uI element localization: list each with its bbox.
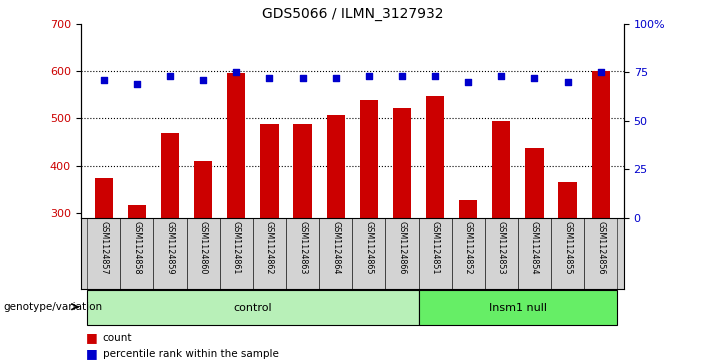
Text: GSM1124865: GSM1124865 [365, 221, 374, 274]
Point [562, 79, 573, 85]
Bar [386, 218, 418, 289]
Bar [186, 218, 219, 289]
Text: GSM1124853: GSM1124853 [497, 221, 506, 274]
Bar [584, 218, 618, 289]
Point [330, 75, 341, 81]
Bar [87, 218, 121, 289]
Text: GSM1124863: GSM1124863 [298, 221, 307, 274]
Text: GSM1124852: GSM1124852 [463, 221, 472, 274]
Bar [121, 218, 154, 289]
Bar [286, 218, 319, 289]
Point [165, 73, 176, 79]
Text: percentile rank within the sample: percentile rank within the sample [102, 349, 278, 359]
Text: GSM1124862: GSM1124862 [265, 221, 274, 274]
Text: GSM1124861: GSM1124861 [232, 221, 241, 274]
Bar [95, 178, 113, 218]
Text: GSM1124866: GSM1124866 [397, 221, 407, 274]
Text: genotype/variation: genotype/variation [4, 302, 102, 313]
Bar [194, 161, 212, 218]
Text: GSM1124854: GSM1124854 [530, 221, 539, 274]
Point [529, 75, 540, 81]
Bar [353, 218, 386, 289]
Bar [128, 204, 146, 218]
Text: GSM1124851: GSM1124851 [430, 221, 440, 274]
Bar [485, 218, 518, 289]
Text: GSM1124864: GSM1124864 [331, 221, 340, 274]
Bar [418, 218, 451, 289]
Point [198, 77, 209, 83]
Point [98, 77, 109, 83]
Text: GSM1124856: GSM1124856 [597, 221, 605, 274]
Bar [559, 182, 577, 218]
Bar [319, 218, 353, 289]
Point [264, 75, 275, 81]
Point [595, 69, 606, 75]
Point [430, 73, 441, 79]
Text: GSM1124857: GSM1124857 [100, 221, 108, 274]
Bar [154, 218, 186, 289]
Bar [525, 148, 543, 218]
FancyBboxPatch shape [418, 290, 618, 325]
Text: GSM1124860: GSM1124860 [198, 221, 207, 274]
Bar [592, 71, 610, 218]
Bar [227, 73, 245, 218]
Point [496, 73, 507, 79]
Text: ■: ■ [86, 331, 97, 344]
Bar [360, 100, 378, 218]
Point [297, 75, 308, 81]
Text: GSM1124859: GSM1124859 [165, 221, 175, 274]
Bar [492, 121, 510, 218]
Point [396, 73, 407, 79]
Bar [518, 218, 551, 289]
Bar [426, 95, 444, 218]
Bar [294, 124, 312, 218]
Bar [219, 218, 253, 289]
FancyBboxPatch shape [87, 290, 418, 325]
Text: control: control [233, 303, 272, 313]
Point [131, 81, 142, 87]
Bar [327, 115, 345, 218]
Bar [451, 218, 485, 289]
Point [463, 79, 474, 85]
Bar [253, 218, 286, 289]
Bar [161, 134, 179, 218]
Point [231, 69, 242, 75]
Text: ■: ■ [86, 347, 97, 360]
Bar [260, 124, 278, 218]
Text: count: count [102, 333, 132, 343]
Title: GDS5066 / ILMN_3127932: GDS5066 / ILMN_3127932 [261, 7, 443, 21]
Bar [393, 108, 411, 218]
Bar [551, 218, 584, 289]
Point [363, 73, 374, 79]
Text: GSM1124855: GSM1124855 [563, 221, 572, 274]
Text: Insm1 null: Insm1 null [489, 303, 547, 313]
Bar [459, 200, 477, 218]
Text: GSM1124858: GSM1124858 [132, 221, 142, 274]
